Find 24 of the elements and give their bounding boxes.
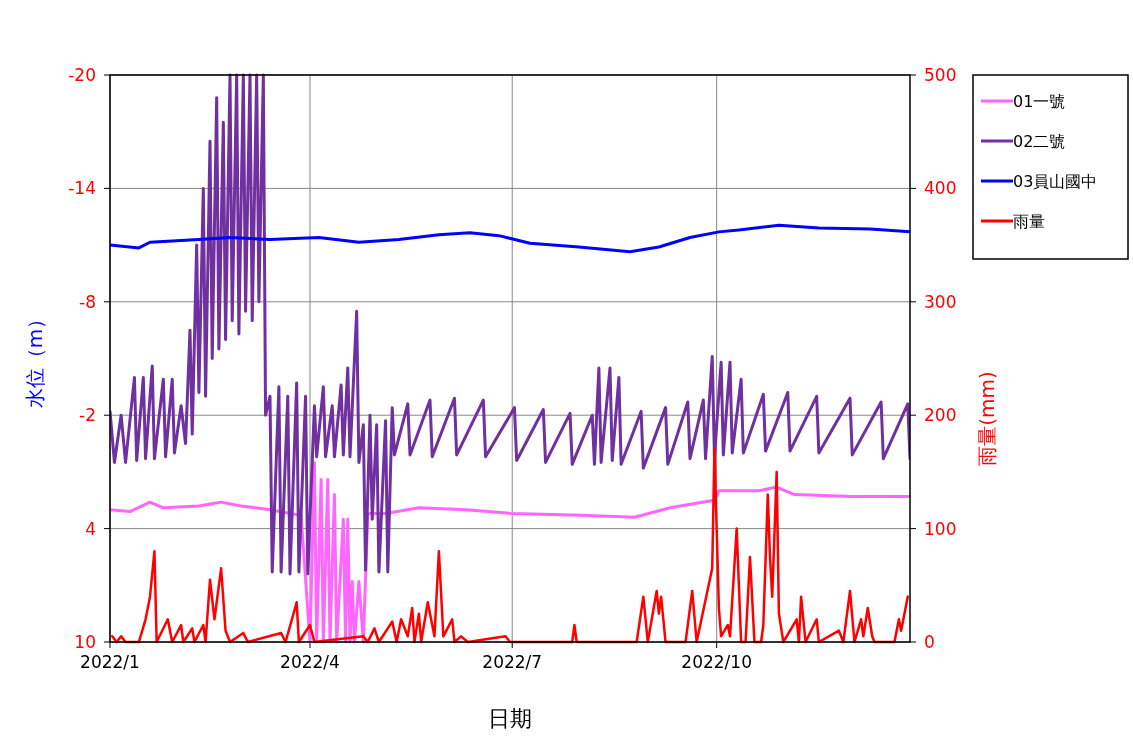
y2-tick-label: 300 [924, 291, 957, 312]
x-axis-title: 日期 [488, 706, 532, 731]
y2-tick-label: 400 [924, 178, 957, 199]
y2-tick-label: 100 [924, 518, 957, 539]
legend-label: 雨量 [1013, 212, 1045, 231]
x-tick-label: 2022/1 [80, 652, 140, 672]
legend-label: 02二號 [1013, 132, 1066, 151]
y-tick-label: 10 [74, 632, 96, 652]
y-tick-label: -2 [79, 405, 96, 426]
y2-tick-label: 200 [924, 405, 957, 426]
y2-axis-title: 雨量(mm) [975, 371, 999, 466]
y2-tick-label: 500 [924, 65, 957, 85]
y2-tick-label: 0 [924, 632, 935, 652]
y-tick-label: -14 [68, 178, 96, 199]
legend-label: 03員山國中 [1013, 172, 1098, 191]
x-tick-label: 2022/10 [681, 652, 752, 672]
x-tick-label: 2022/4 [280, 652, 340, 672]
x-tick-label: 2022/7 [482, 652, 543, 672]
line-series [110, 223, 910, 254]
y-tick-label: 4 [85, 518, 96, 539]
y-tick-label: -8 [79, 291, 96, 312]
y-axis-title: 水位（m） [23, 308, 47, 409]
legend-label: 01一號 [1013, 92, 1066, 111]
y-tick-label: -20 [68, 65, 96, 85]
